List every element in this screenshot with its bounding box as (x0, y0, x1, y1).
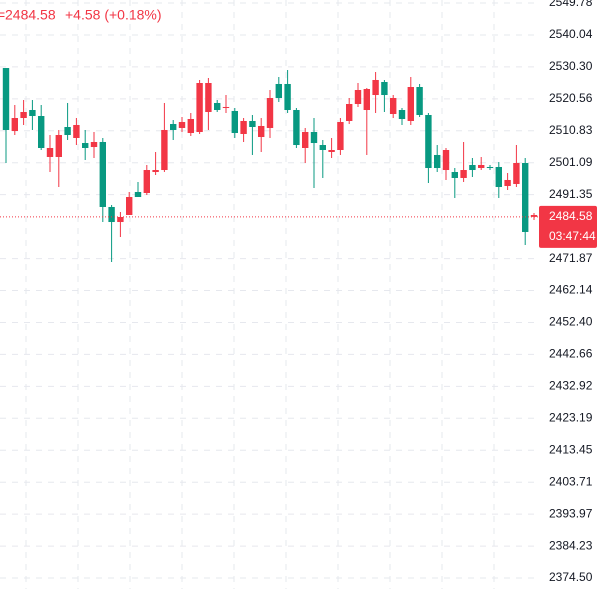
candle-body (495, 166, 502, 188)
grid (0, 0, 540, 589)
candle-body (302, 131, 309, 148)
candle-body (284, 83, 291, 111)
candle-body (372, 79, 379, 96)
price-label-box (539, 205, 597, 248)
y-tick-label: 2374.50 (549, 570, 593, 584)
candle-body (64, 126, 71, 136)
candle-body (205, 83, 212, 113)
candle-body (29, 110, 36, 117)
y-tick-label: 2501.09 (549, 155, 593, 169)
candle-body (143, 170, 150, 194)
candle-body (390, 97, 397, 115)
y-tick-label: 2384.23 (549, 538, 593, 552)
candle-body (451, 172, 458, 178)
candle-body (310, 131, 318, 144)
y-tick-label: 2549.78 (549, 0, 593, 9)
candle-body (240, 120, 247, 134)
candle-body (530, 214, 538, 217)
candle-body (478, 164, 485, 169)
candle-body (178, 122, 186, 128)
candle-body (38, 116, 45, 148)
y-tick-label: 2413.45 (549, 442, 593, 456)
last-price-text: 2484.58 (5, 7, 56, 23)
candle-body (108, 206, 115, 223)
candle-body (82, 143, 89, 148)
y-tick-label: 2520.56 (549, 91, 593, 105)
candle-body (486, 166, 494, 169)
candle-body (337, 122, 344, 150)
candle-body (469, 164, 476, 171)
price-label: 2484.58 (549, 209, 593, 223)
candle-body (346, 104, 353, 121)
candle-body (328, 149, 335, 152)
y-tick-label: 2462.14 (549, 283, 593, 297)
countdown-label: 03:47:44 (549, 229, 596, 243)
candle-body (117, 216, 124, 223)
candle-body (99, 141, 106, 207)
candle-body (460, 170, 467, 178)
candle-body (442, 149, 450, 171)
candle-body (275, 83, 282, 98)
candle-body (513, 162, 520, 184)
change-text: +4.58 (+0.18%) (65, 7, 162, 23)
price-axis: 2549.78 2540.04 2530.30 2520.56 2510.83 2501.… (549, 0, 593, 584)
y-tick-label: 2393.97 (549, 506, 593, 520)
candle-body (90, 141, 98, 148)
candle-body (416, 87, 423, 115)
candle-body (2, 68, 10, 130)
y-tick-label: 2540.04 (549, 27, 593, 41)
y-tick-label: 2403.71 (549, 474, 593, 488)
y-tick-label: 2471.87 (549, 251, 593, 265)
candle-body (258, 125, 265, 138)
candle-body (196, 83, 203, 132)
candle-body (363, 89, 370, 111)
candle-body (425, 114, 432, 169)
candle-body (187, 118, 194, 134)
y-tick-label: 2442.66 (549, 347, 593, 361)
candle-body (231, 110, 238, 134)
candle-body (354, 89, 362, 105)
candle-body (319, 145, 326, 150)
candle-body (249, 120, 256, 127)
candle-body (20, 112, 27, 119)
y-tick-label: 2510.83 (549, 123, 593, 137)
candle-body (214, 102, 221, 111)
y-tick-label: 2530.30 (549, 59, 593, 73)
candle-body (222, 106, 230, 109)
price-prefix: = (0, 7, 5, 23)
candle-body (11, 118, 18, 132)
y-tick-label: 2491.35 (549, 187, 593, 201)
candle-body (73, 124, 80, 138)
candle-body (152, 170, 159, 173)
y-tick-label: 2423.19 (549, 410, 593, 424)
candle-body (293, 110, 300, 146)
candle-body (55, 135, 62, 157)
candle-body (434, 154, 441, 169)
candle-body (522, 162, 529, 232)
candle-body (126, 197, 133, 215)
candle-body (266, 97, 274, 128)
candle-body (398, 110, 406, 119)
candles (2, 68, 538, 263)
candle-body (46, 147, 54, 157)
candle-body (381, 81, 388, 96)
candle-body (170, 124, 177, 130)
candle-body (134, 191, 142, 198)
y-tick-label: 2432.92 (549, 379, 593, 393)
y-tick-label: 2452.40 (549, 315, 593, 329)
candle-body (504, 179, 511, 186)
candle-body (161, 129, 168, 171)
candle-body (407, 87, 414, 121)
